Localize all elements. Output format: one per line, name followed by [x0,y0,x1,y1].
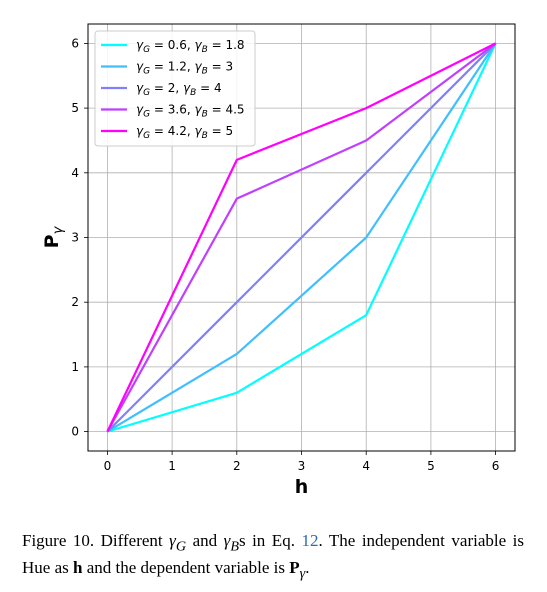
legend-label-5: γG = 4.2, γB = 5 [136,124,233,141]
y-tick-label: 1 [71,360,79,374]
y-tick-label: 6 [71,36,79,50]
x-tick-label: 3 [298,459,306,473]
y-tick-label: 0 [71,425,79,439]
equation-reference-link[interactable]: 12 [301,531,319,550]
series-line-3 [106,42,497,433]
x-tick-label: 5 [427,459,435,473]
series-line-5 [106,42,497,433]
y-tick-label: 4 [71,166,79,180]
legend-label-1: γG = 0.6, γB = 1.8 [136,38,245,55]
x-tick-label: 6 [492,459,500,473]
x-axis-label: h [295,476,309,498]
x-tick-label: 1 [168,459,176,473]
series-line-4 [106,42,497,433]
legend-label-4: γG = 3.6, γB = 4.5 [136,103,245,120]
figure-caption: Figure 10. Different γG and γBs in Eq. 1… [22,531,524,582]
x-tick-label: 2 [233,459,241,473]
legend: γG = 0.6, γB = 1.8 γG = 1.2, γB = 3 γG = 2… [94,30,256,147]
x-tick-label: 4 [362,459,370,473]
legend-box [94,30,256,147]
y-axis-label-subscript: γ [51,225,66,234]
y-tick-label: 2 [71,295,79,309]
legend-label-3: γG = 2, γB = 4 [136,81,222,98]
y-tick-label: 3 [71,231,79,245]
x-tick-label: 0 [104,459,112,473]
y-axis-ticks: 0 1 2 3 4 5 6 [71,36,88,439]
x-axis-ticks: 0 1 2 3 4 5 6 [104,451,500,473]
y-axis-label: Pγ [41,225,66,248]
series-line-2 [106,42,497,433]
y-tick-label: 5 [71,101,79,115]
series-lines [106,42,497,433]
legend-label-2: γG = 1.2, γB = 3 [136,60,233,77]
series-line-1 [107,42,497,433]
